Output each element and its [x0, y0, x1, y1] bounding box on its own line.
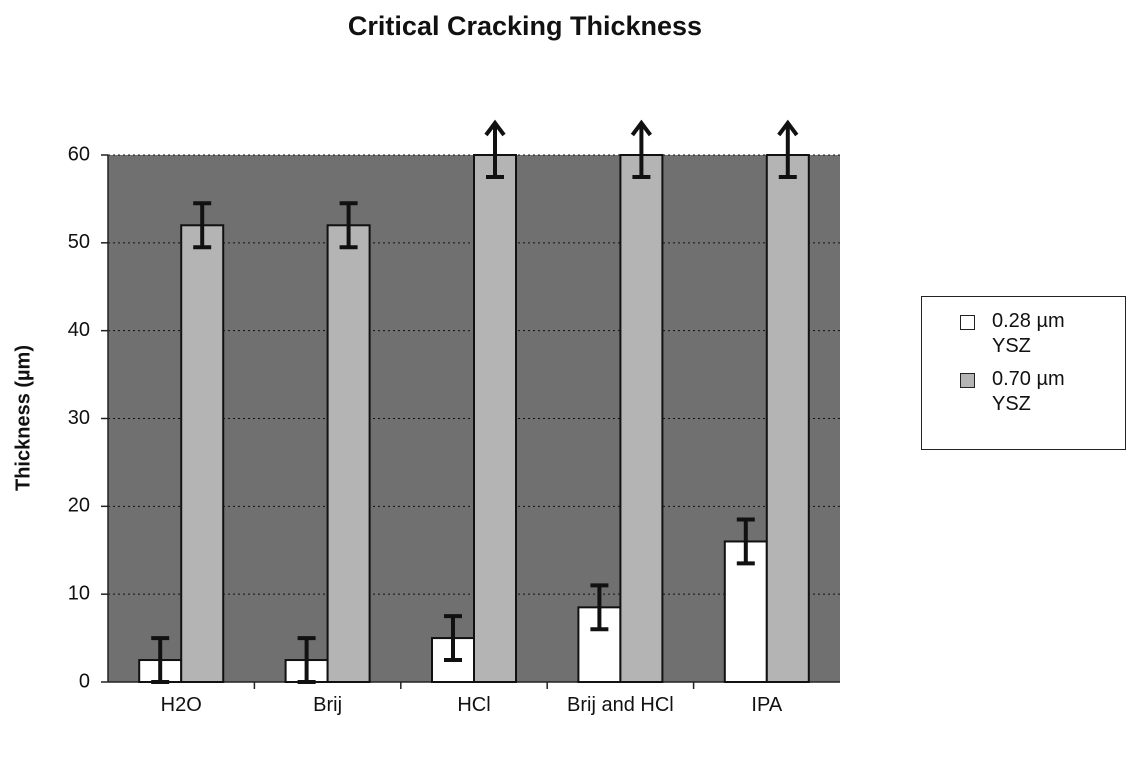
x-tick-label: Brij [313, 694, 343, 716]
y-tick-label: 10 [68, 582, 90, 604]
bar [765, 154, 810, 683]
legend-swatch [960, 373, 975, 388]
y-tick-label: 30 [68, 407, 90, 429]
x-tick-label: IPA [751, 694, 783, 716]
y-tick-label: 60 [68, 143, 90, 165]
error-bar [590, 583, 609, 632]
error-bar [630, 119, 653, 179]
legend: 0.28 µm YSZ 0.70 µm YSZ [921, 296, 1126, 450]
y-axis-label: Thickness (µm) [12, 345, 34, 491]
legend-label: 0.28 µm YSZ [992, 310, 1065, 357]
error-bar [297, 636, 316, 684]
y-tick-label: 0 [79, 670, 90, 692]
chart-title: Critical Cracking Thickness [348, 11, 702, 41]
legend-swatch [960, 315, 975, 330]
bar [619, 154, 664, 683]
error-bar [193, 201, 212, 250]
y-tick-label: 40 [68, 319, 90, 341]
bar [326, 224, 371, 683]
error-bar [777, 119, 799, 179]
y-tick-label: 20 [68, 495, 90, 517]
x-tick-label: HCl [457, 694, 491, 716]
bar [180, 224, 225, 683]
bar [473, 154, 517, 683]
error-bar [444, 614, 462, 663]
open-arrow [777, 119, 799, 137]
legend-label: 0.70 µm YSZ [992, 368, 1065, 415]
error-bar [736, 517, 755, 566]
error-bar [484, 119, 506, 179]
open-arrow [484, 119, 506, 137]
y-tick-label: 50 [68, 231, 90, 253]
x-tick-label: H2O [160, 694, 202, 716]
error-bar [339, 201, 358, 250]
x-tick-label: Brij and HCl [567, 694, 674, 716]
error-bar [151, 636, 170, 684]
open-arrow [630, 119, 653, 137]
